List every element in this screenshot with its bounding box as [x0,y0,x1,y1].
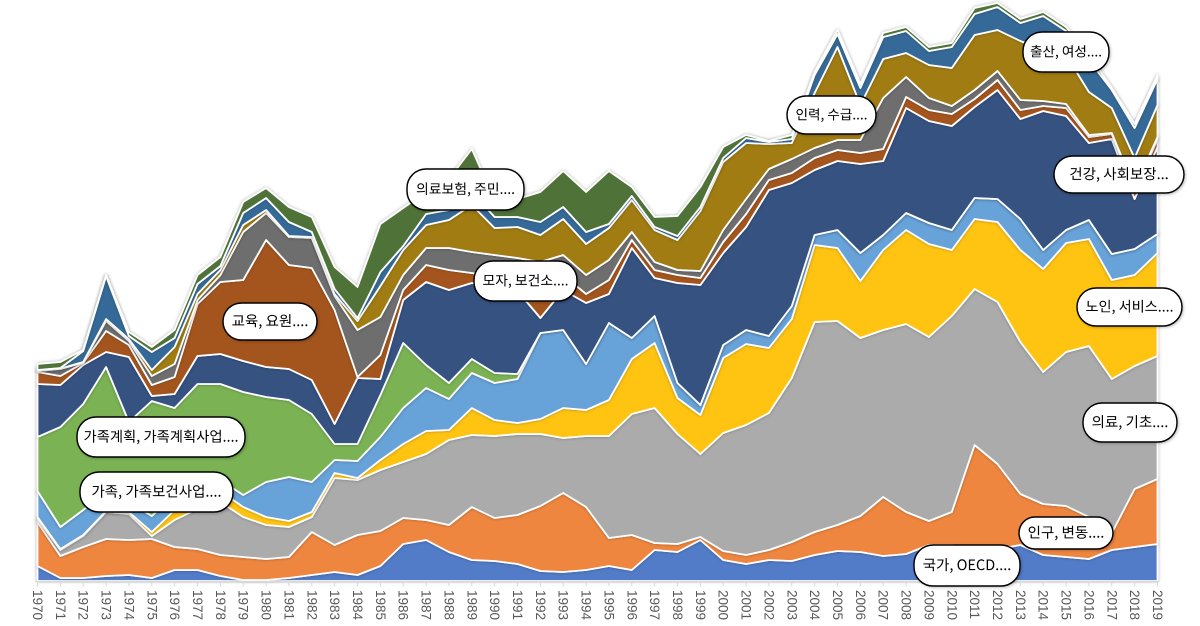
svg-text:1976: 1976 [167,590,182,620]
svg-text:1974: 1974 [121,590,136,621]
svg-text:2007: 2007 [876,590,891,620]
svg-text:1991: 1991 [510,590,525,620]
svg-text:2005: 2005 [830,590,845,620]
svg-text:2011: 2011 [967,590,982,619]
svg-text:1973: 1973 [99,590,114,620]
svg-text:2012: 2012 [990,590,1005,620]
svg-text:1994: 1994 [579,590,594,621]
svg-text:1992: 1992 [533,590,548,620]
svg-text:1998: 1998 [670,590,685,620]
svg-text:1993: 1993 [556,590,571,620]
svg-text:2001: 2001 [739,590,754,620]
svg-text:2017: 2017 [1104,590,1119,620]
svg-text:1985: 1985 [373,590,388,620]
svg-text:1979: 1979 [236,590,251,620]
svg-text:1970: 1970 [30,590,45,620]
svg-text:1999: 1999 [693,590,708,620]
svg-text:1982: 1982 [304,590,319,620]
svg-text:1978: 1978 [213,590,228,620]
svg-text:1983: 1983 [327,590,342,620]
svg-text:2002: 2002 [761,590,776,620]
svg-text:1990: 1990 [487,590,502,620]
svg-text:1984: 1984 [350,590,365,621]
svg-text:1975: 1975 [144,590,159,620]
svg-text:2014: 2014 [1036,590,1051,621]
svg-text:2008: 2008 [899,590,914,620]
svg-text:1986: 1986 [396,590,411,620]
svg-text:2009: 2009 [921,590,936,620]
svg-text:1996: 1996 [624,590,639,620]
svg-text:2013: 2013 [1013,590,1028,620]
svg-text:1997: 1997 [647,590,662,620]
svg-text:2015: 2015 [1059,590,1074,620]
svg-text:1988: 1988 [441,590,456,620]
svg-text:2004: 2004 [807,590,822,621]
svg-text:2006: 2006 [853,590,868,620]
svg-text:2000: 2000 [716,590,731,620]
svg-text:2019: 2019 [1150,590,1165,620]
svg-text:1977: 1977 [190,590,205,620]
svg-text:1980: 1980 [259,590,274,620]
svg-text:1987: 1987 [419,590,434,620]
svg-text:2016: 2016 [1081,590,1096,620]
svg-text:1981: 1981 [281,590,296,620]
svg-text:2003: 2003 [784,590,799,620]
svg-text:1989: 1989 [464,590,479,620]
svg-text:1995: 1995 [601,590,616,620]
svg-text:2018: 2018 [1127,590,1142,620]
svg-text:2010: 2010 [944,590,959,620]
svg-text:1972: 1972 [76,590,91,620]
svg-text:1971: 1971 [53,590,68,620]
